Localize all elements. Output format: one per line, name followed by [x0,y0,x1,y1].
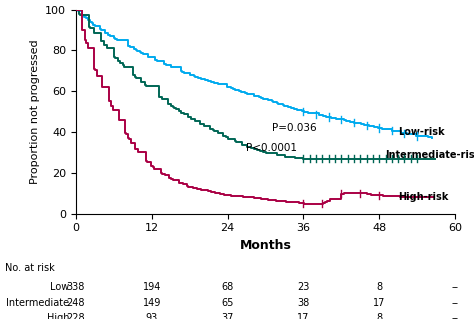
Text: P<0.0001: P<0.0001 [246,144,298,153]
Text: 149: 149 [143,298,161,308]
Text: 93: 93 [146,313,158,319]
Text: 248: 248 [66,298,85,308]
X-axis label: Months: Months [239,239,292,252]
Text: Low: Low [50,282,70,292]
Text: 338: 338 [67,282,85,292]
Text: P=0.036: P=0.036 [272,123,316,133]
Text: --: -- [452,282,458,292]
Text: 17: 17 [373,298,385,308]
Text: 194: 194 [143,282,161,292]
Text: --: -- [452,298,458,308]
Text: Intermediate-risk: Intermediate-risk [385,150,474,160]
Text: --: -- [452,313,458,319]
Text: 8: 8 [376,282,382,292]
Text: 8: 8 [376,313,382,319]
Text: 228: 228 [66,313,85,319]
Y-axis label: Proportion not progressed: Proportion not progressed [29,39,39,184]
Text: High-risk: High-risk [398,192,448,202]
Text: High: High [47,313,70,319]
Text: 23: 23 [297,282,310,292]
Text: No. at risk: No. at risk [5,263,55,273]
Text: 65: 65 [221,298,234,308]
Text: Intermediate: Intermediate [6,298,70,308]
Text: 38: 38 [297,298,310,308]
Text: 68: 68 [221,282,234,292]
Text: 37: 37 [221,313,234,319]
Text: 17: 17 [297,313,310,319]
Text: Low-risk: Low-risk [398,127,445,137]
